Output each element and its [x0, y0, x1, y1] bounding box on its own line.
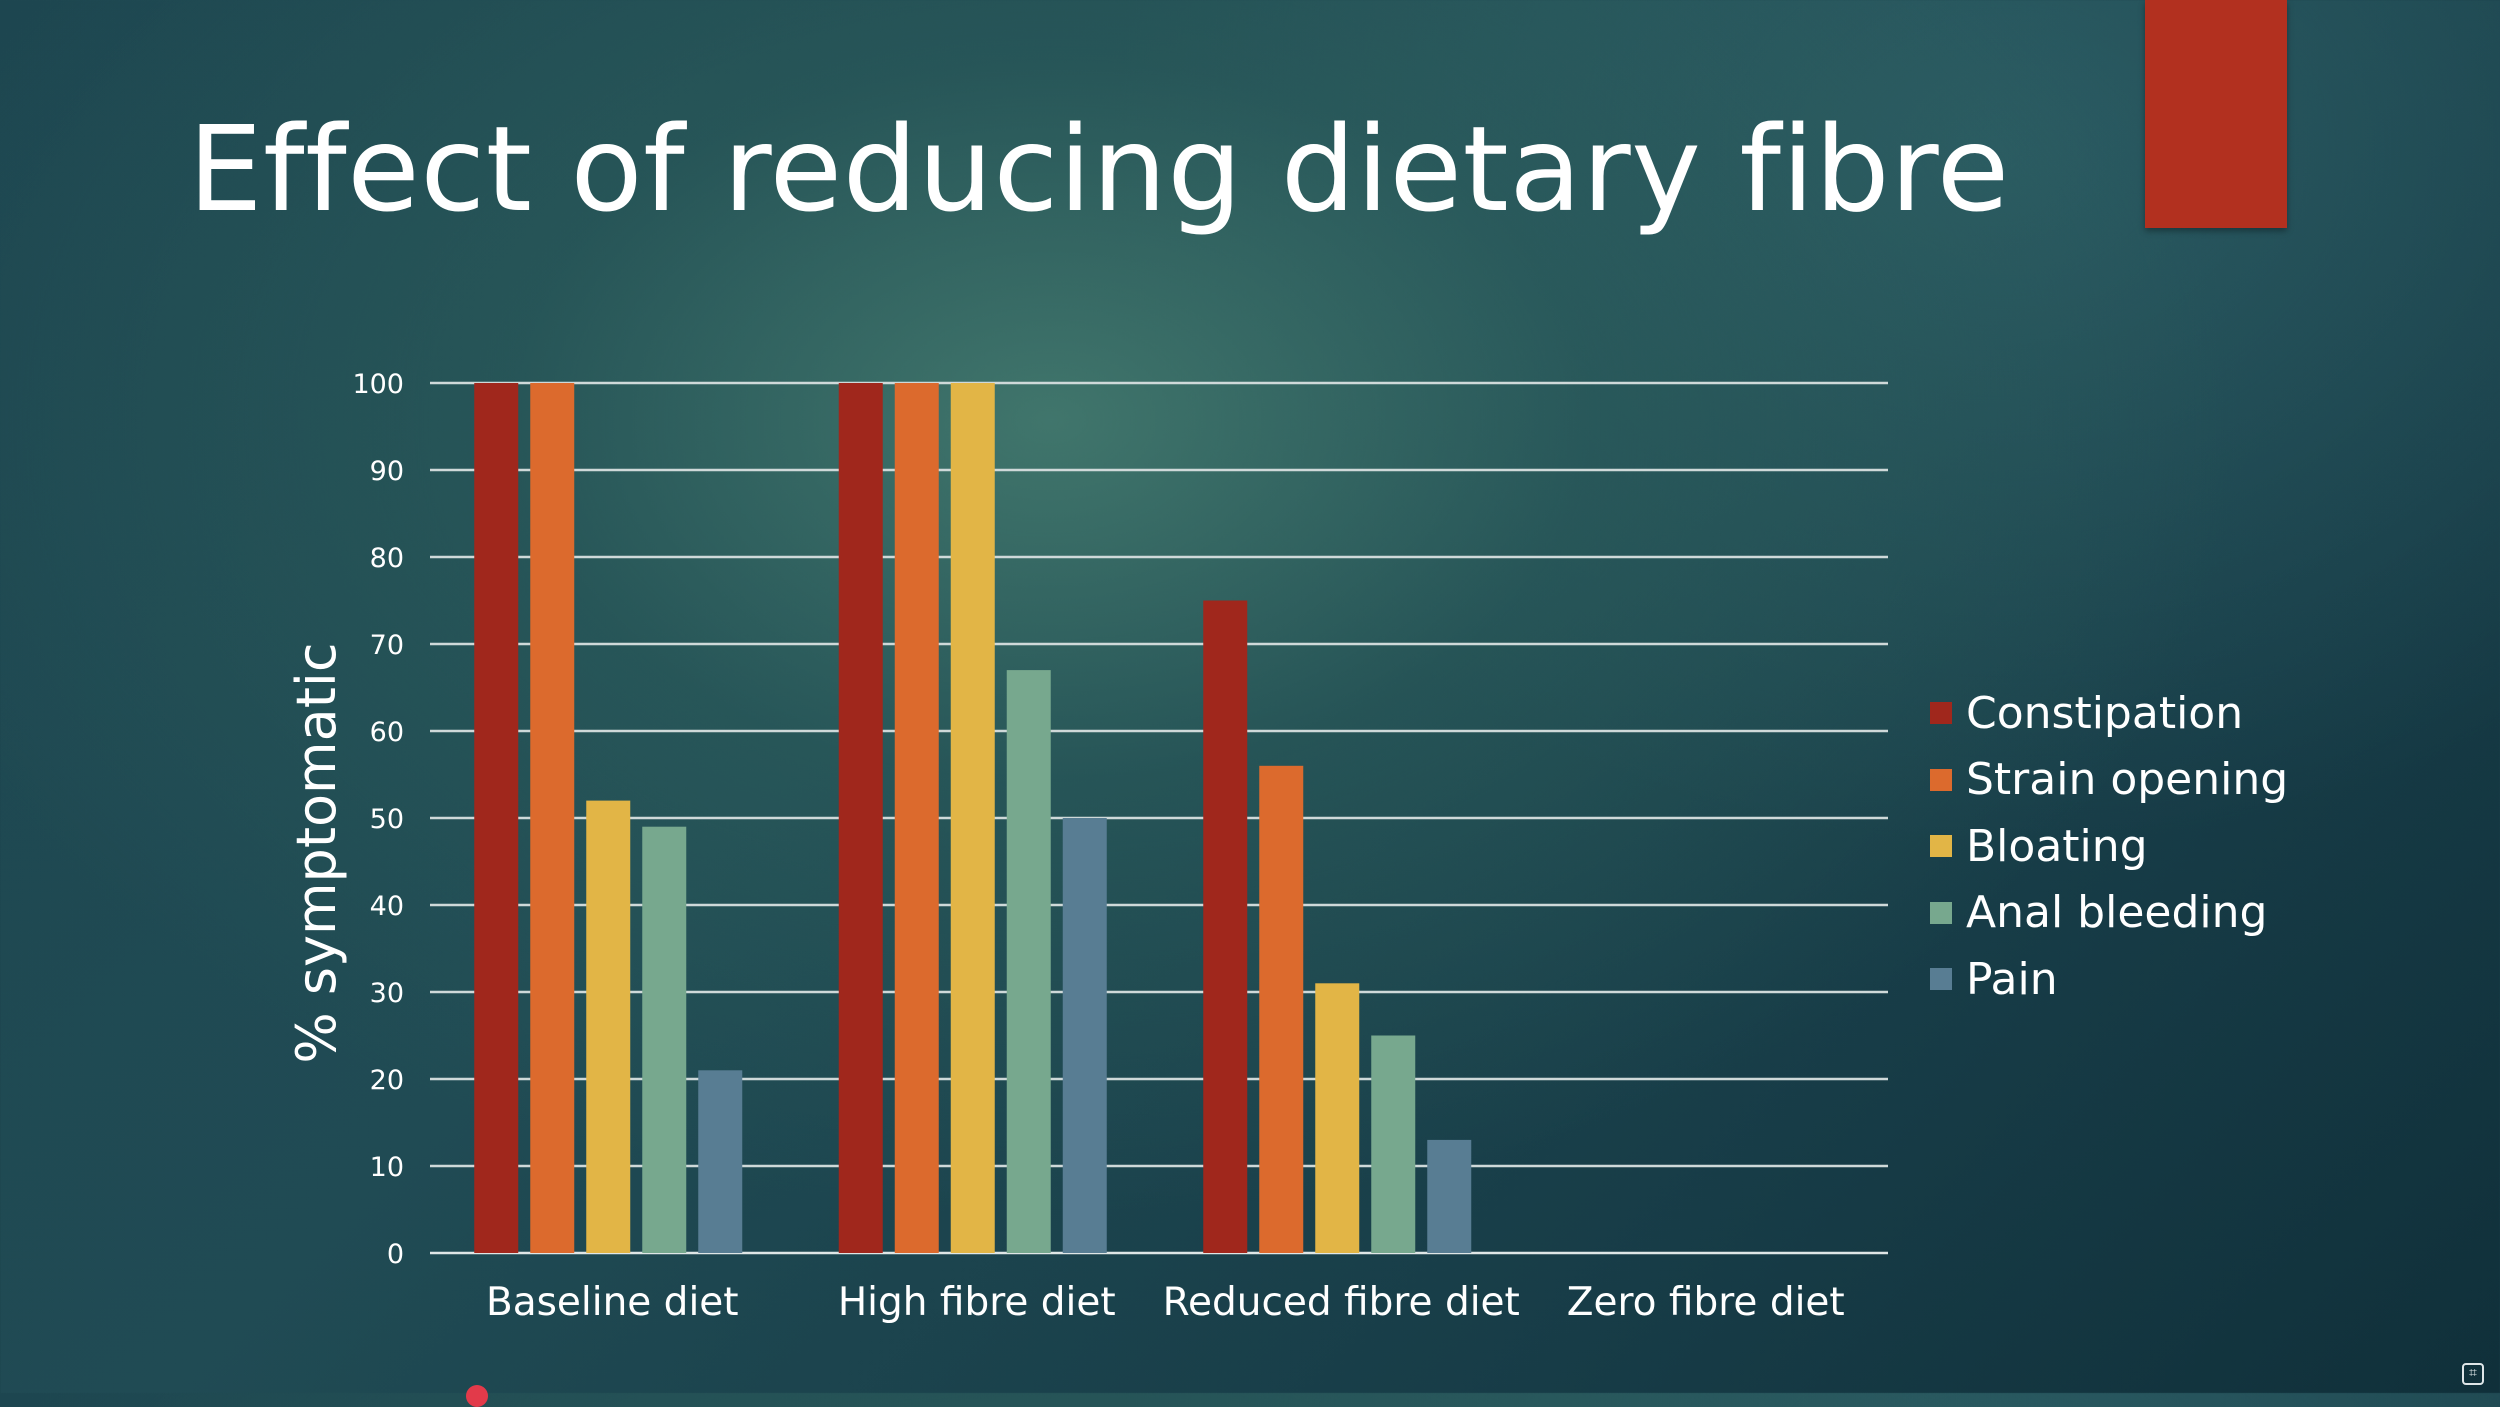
y-tick-label: 100 [352, 369, 404, 400]
x-category-label: Baseline diet [486, 1280, 739, 1325]
y-tick-label: 0 [387, 1239, 404, 1270]
bar-constipation [1203, 600, 1248, 1253]
legend-label: Pain [1966, 953, 2058, 1005]
bar-pain [1062, 818, 1107, 1253]
slide-title: Effect of reducing dietary fibre [188, 100, 2010, 238]
y-axis-title: % symptomatic [285, 642, 348, 1063]
bar-bloating [950, 383, 995, 1253]
legend-item: Bloating [1930, 813, 2288, 880]
legend-label: Strain opening [1966, 754, 2289, 806]
screen-capture-icon[interactable]: ⌗ [2462, 1363, 2484, 1385]
legend-item: Constipation [1930, 680, 2288, 747]
bar-pain [698, 1070, 743, 1253]
legend-swatch [1930, 901, 1952, 924]
legend-label: Bloating [1966, 820, 2148, 872]
y-tick-label: 90 [370, 456, 404, 487]
bar-strain-opening [894, 383, 939, 1253]
bar-anal-bleeding [1006, 670, 1051, 1253]
legend-swatch [1930, 702, 1952, 725]
legend-item: Pain [1930, 946, 2288, 1013]
bar-bloating [1315, 983, 1360, 1253]
y-tick-label: 10 [370, 1152, 404, 1183]
x-category-label: Zero fibre diet [1567, 1280, 1845, 1325]
legend-label: Anal bleeding [1966, 887, 2268, 939]
x-category-label: Reduced fibre diet [1163, 1280, 1520, 1325]
y-tick-label: 60 [370, 717, 404, 748]
y-tick-label: 80 [370, 543, 404, 574]
bar-constipation [474, 383, 519, 1253]
bar-strain-opening [530, 383, 575, 1253]
bar-strain-opening [1259, 765, 1304, 1253]
accent-rectangle [2145, 0, 2287, 228]
legend-swatch [1930, 835, 1952, 858]
bar-anal-bleeding [1371, 1035, 1416, 1253]
bar-constipation [838, 383, 883, 1253]
bar-bloating [586, 800, 631, 1253]
red-dot-icon [466, 1385, 488, 1407]
y-tick-label: 30 [370, 978, 404, 1009]
legend-swatch [1930, 968, 1952, 991]
chart-legend: Constipation Strain opening Bloating Anal b… [1930, 680, 2288, 1013]
legend-item: Strain opening [1930, 747, 2288, 814]
x-category-label: High fibre diet [838, 1280, 1116, 1325]
legend-label: Constipation [1966, 687, 2244, 739]
y-tick-label: 50 [370, 804, 404, 835]
y-tick-label: 70 [370, 630, 404, 661]
y-tick-label: 20 [370, 1065, 404, 1096]
y-tick-label: 40 [370, 891, 404, 922]
bar-pain [1427, 1139, 1472, 1253]
legend-item: Anal bleeding [1930, 880, 2288, 947]
bar-anal-bleeding [642, 826, 687, 1253]
legend-swatch [1930, 768, 1952, 791]
